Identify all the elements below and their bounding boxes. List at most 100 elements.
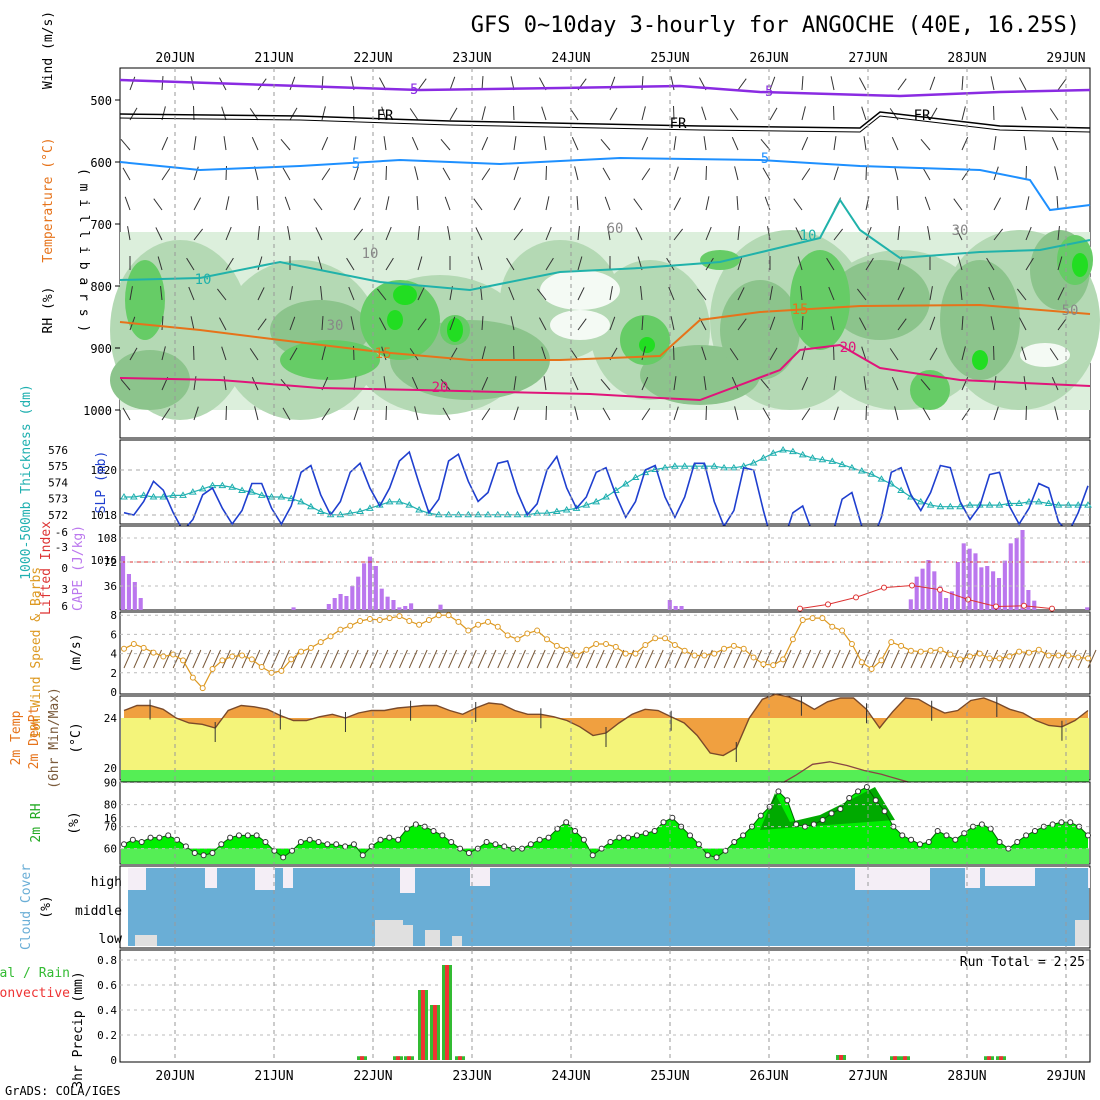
pressure-tick: 600 — [90, 156, 112, 170]
wind-barb — [955, 227, 963, 241]
cape-tick: 36 — [104, 580, 117, 593]
wind-barb — [257, 318, 267, 331]
surface-barb — [143, 649, 153, 669]
thick-tick: 572 — [48, 509, 68, 522]
surface-barb — [497, 649, 507, 669]
surface-barb — [477, 649, 487, 669]
surface-barb — [408, 649, 418, 669]
wind-barb — [254, 406, 259, 421]
rh-line-point — [129, 836, 136, 843]
rh-line-point — [996, 839, 1003, 845]
top-date-label: 20JUN — [155, 51, 194, 66]
wind-barb — [793, 198, 803, 211]
slp-line — [123, 450, 1089, 553]
wind-barb — [737, 78, 747, 91]
wind-barb — [409, 108, 419, 121]
wind-barb — [609, 316, 616, 331]
wind-barb — [321, 408, 331, 421]
li-tick: 6 — [61, 600, 68, 613]
wind-speed-line-point — [170, 651, 177, 658]
thickness-line-point — [552, 507, 561, 515]
slp-panel: 576 575 574 573 572 1020 1018 1016 1000-500mb T… — [19, 384, 1092, 580]
wind-barb — [640, 286, 643, 301]
rh-line-point — [1023, 832, 1030, 839]
thickness-line-point — [120, 493, 128, 500]
wind-barb — [193, 136, 197, 151]
precip-tick: 0.8 — [97, 954, 117, 967]
rh-line-point — [625, 834, 632, 841]
thickness-line-point — [179, 491, 187, 498]
cape-bar — [979, 567, 984, 610]
rh-line-point — [943, 832, 950, 839]
wind-tick: 0 — [110, 686, 117, 699]
rh-blob — [540, 270, 620, 310]
wind-barb — [577, 318, 587, 331]
wind-barb — [257, 287, 265, 301]
rh-line-point — [607, 839, 614, 845]
wind-speed-line-point — [425, 617, 432, 623]
wind-speed-line-point — [799, 617, 806, 623]
surface-barb — [1058, 649, 1067, 669]
top-date-label: 23JUN — [452, 51, 491, 66]
wind-barb — [801, 408, 811, 421]
thickness-line-point — [936, 502, 945, 510]
wind-barb — [257, 226, 260, 241]
surface-barb — [172, 649, 182, 669]
rh-line-point — [536, 836, 543, 843]
wind-speed-line-point — [1075, 654, 1082, 661]
rh-line-point — [448, 839, 455, 845]
wind-barb — [315, 227, 323, 241]
cape-bar — [938, 586, 943, 610]
contour-20 — [119, 343, 1091, 402]
wind-barb — [1023, 136, 1027, 151]
bottom-date-axis: 20JUN 21JUN 22JUN 23JUN 24JUN 25JUN 26JUN 27JUN… — [155, 1069, 1085, 1084]
wind-barb — [282, 407, 291, 421]
wind-barb — [481, 75, 484, 91]
wind-speed-line-point — [878, 657, 885, 664]
thickness-line-point — [503, 510, 512, 518]
rh-line-point — [563, 819, 570, 826]
wind-speed-line-point — [868, 665, 875, 672]
wind-barb — [641, 106, 646, 121]
contour-label: 60 — [607, 221, 624, 237]
contour-label: 5 — [352, 156, 360, 172]
rh-line-point — [1067, 819, 1074, 826]
slp-frame — [119, 439, 1091, 525]
cape-bar — [914, 576, 919, 610]
thickness-line-point — [572, 504, 581, 511]
surface-barb — [162, 649, 172, 669]
slp-tick: 1018 — [91, 509, 118, 522]
wind-barb — [353, 136, 357, 151]
wind-barb — [737, 226, 740, 241]
wind-speed-line-point — [839, 627, 846, 634]
thickness-line-point — [297, 497, 305, 505]
cape-tick: 72 — [104, 556, 117, 569]
wind-barb — [161, 106, 166, 121]
wind-speed-line-point — [603, 641, 609, 647]
rh-line-point — [589, 852, 596, 859]
cloud-gap-low — [135, 935, 157, 946]
rh-line-point — [156, 834, 163, 841]
wind-barb — [383, 376, 387, 391]
wind-barb — [414, 406, 419, 421]
thick-tick: 575 — [48, 460, 68, 473]
top-date-axis: 20JUN 21JUN 22JUN 23JUN 24JUN 25JUN 26JUN 27JUN… — [155, 51, 1085, 66]
thickness-line-point — [916, 497, 925, 505]
thickness-line-point — [867, 470, 876, 477]
wind-panel: 8 6 4 2 0 10m Wind Speed & Barbs (m/s) — [29, 567, 1097, 739]
wind-barb — [385, 226, 392, 241]
wind-barb — [193, 197, 202, 211]
wind-barb — [510, 316, 515, 331]
wind-barb — [703, 136, 707, 151]
precip-bar-conv — [903, 1056, 907, 1060]
wind-barb — [577, 287, 585, 301]
rh-line-point — [916, 841, 923, 848]
wind-speed-line-point — [180, 657, 187, 664]
wind-barb — [990, 316, 995, 331]
wind-barb — [833, 166, 839, 181]
surface-barb — [1028, 649, 1038, 669]
thickness-line-point — [366, 504, 374, 511]
wind-barb — [897, 78, 907, 91]
thickness-line-point — [562, 505, 571, 513]
wind-speed-line-point — [376, 617, 383, 623]
